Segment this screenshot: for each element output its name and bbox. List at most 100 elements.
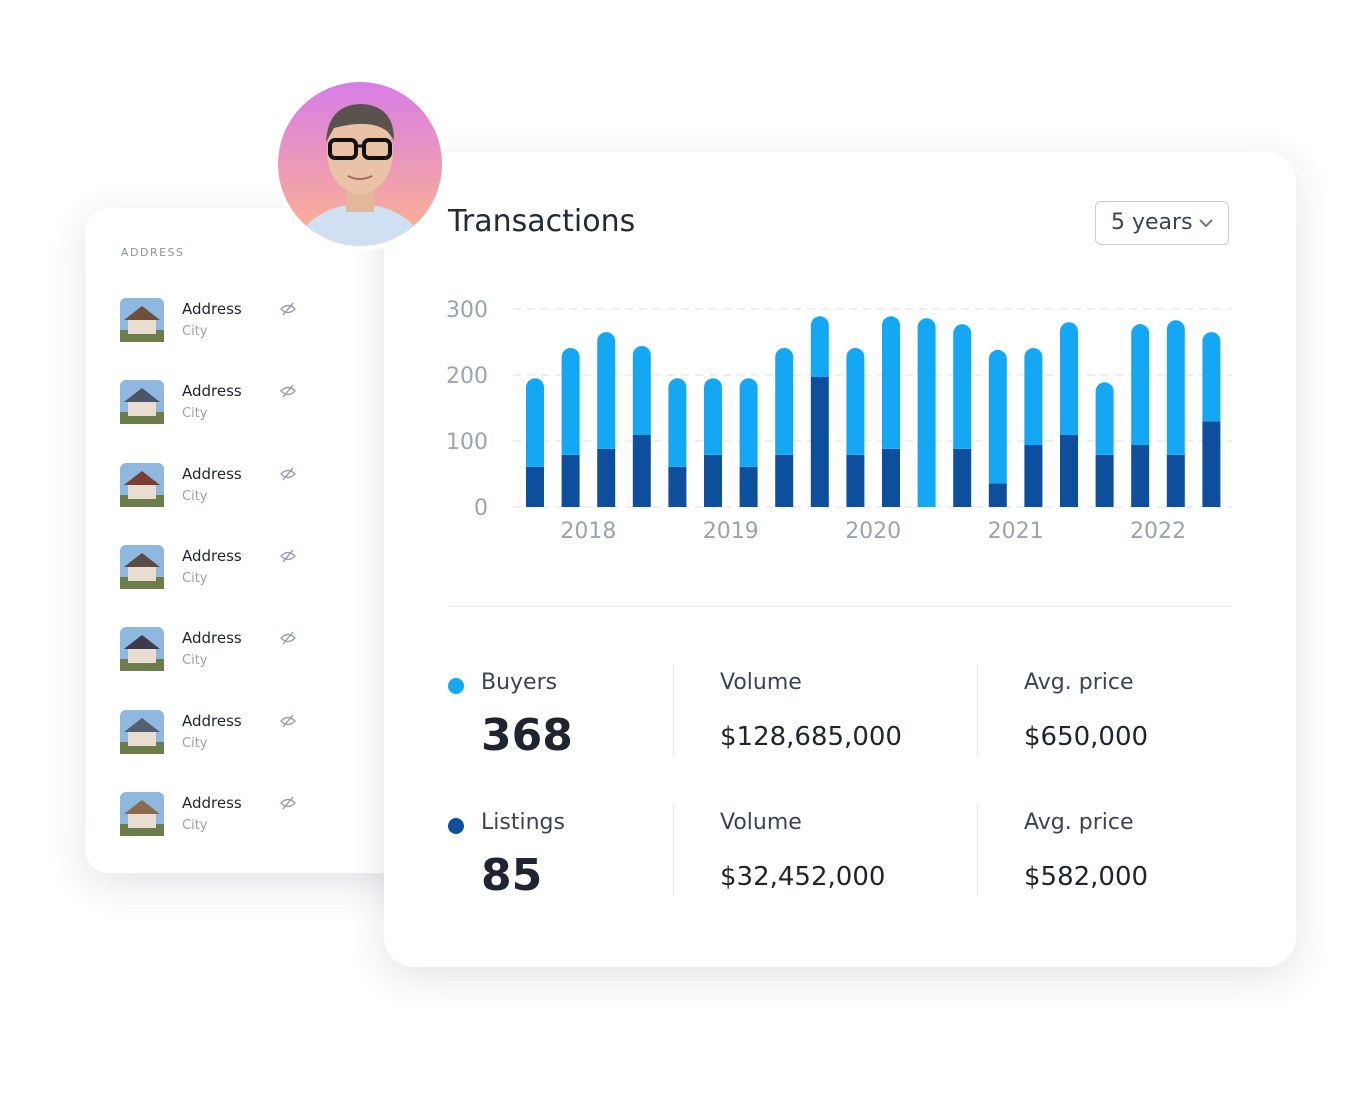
bar-segment	[1095, 382, 1114, 455]
house-thumbnail	[120, 627, 164, 672]
address-item: Address City	[120, 380, 380, 428]
legend-label: Listings	[481, 810, 565, 835]
hidden-icon	[280, 549, 296, 563]
bar-segment	[810, 376, 829, 507]
x-tick-label: 2019	[703, 519, 759, 544]
house-roof	[124, 388, 160, 403]
card-title: Transactions	[448, 204, 636, 239]
column-divider	[673, 804, 674, 896]
bar-segment	[1131, 444, 1150, 507]
address-city: City	[182, 817, 208, 833]
house-roof	[124, 552, 160, 567]
address-item: Address City	[120, 298, 380, 346]
hidden-icon	[280, 384, 296, 398]
address-city: City	[182, 570, 208, 586]
stat-label: Volume	[720, 670, 802, 695]
column-divider	[673, 664, 674, 756]
stat-row: Listings 85 Volume $32,452,000 Avg. price $58…	[384, 804, 1296, 904]
range-dropdown[interactable]: 5 years	[1095, 201, 1229, 245]
stat-label: Avg. price	[1024, 670, 1134, 695]
bar-segment	[988, 349, 1007, 484]
bar-segment	[882, 316, 900, 449]
column-divider	[977, 664, 978, 756]
address-title: Address	[182, 464, 242, 483]
bar-segment	[775, 347, 794, 455]
house-thumbnail	[120, 709, 164, 754]
bar-segment	[632, 435, 651, 507]
eye-slash	[282, 796, 294, 810]
bar-segment	[632, 345, 651, 436]
eye-slash	[282, 631, 294, 645]
y-tick-label: 100	[446, 430, 488, 455]
address-title: Address	[182, 546, 242, 565]
house-roof	[124, 306, 160, 320]
legend-dot	[448, 678, 464, 694]
eye-slash	[282, 549, 294, 563]
house-wall	[128, 729, 156, 746]
bar-segment	[526, 466, 544, 507]
bar-segment	[704, 454, 722, 507]
bar-segment	[1131, 324, 1150, 445]
house-wall	[128, 647, 156, 664]
y-tick-label: 300	[446, 298, 488, 323]
address-title: Address	[182, 793, 242, 812]
house-roof	[124, 635, 160, 650]
house-wall	[128, 482, 156, 499]
bar-segment	[668, 378, 687, 467]
bar-segment	[739, 378, 758, 467]
x-tick-label: 2021	[988, 519, 1044, 544]
stat-value: $650,000	[1024, 722, 1149, 752]
stat-count: 85	[481, 850, 543, 901]
address-city: City	[182, 324, 208, 339]
stat-value: $582,000	[1024, 862, 1149, 892]
house-wall	[128, 564, 156, 581]
bar-segment	[1060, 322, 1078, 436]
bar-segment	[988, 483, 1007, 507]
bar-segment	[882, 448, 900, 507]
house-roof	[124, 470, 160, 485]
bar-segment	[1202, 421, 1221, 507]
address-city: City	[182, 653, 208, 669]
address-title: Address	[182, 629, 242, 648]
address-title: Address	[182, 711, 242, 730]
house-thumbnail	[120, 462, 164, 507]
bar-segment	[561, 454, 580, 507]
address-city: City	[182, 735, 208, 751]
chevron-icon	[1199, 219, 1213, 228]
address-item: Address City	[120, 627, 380, 675]
bar-segment	[739, 466, 758, 507]
bar-segment	[1202, 332, 1221, 422]
hidden-icon	[280, 714, 296, 727]
house-thumbnail	[120, 791, 164, 836]
stat-label: Avg. price	[1024, 810, 1134, 835]
bar-segment	[668, 466, 687, 507]
address-city: City	[182, 488, 208, 504]
address-item: Address City	[120, 709, 380, 758]
x-tick-label: 2022	[1130, 519, 1186, 544]
avatar	[273, 77, 447, 251]
house-thumbnail	[120, 380, 164, 425]
bar-segment	[1166, 454, 1185, 507]
address-city: City	[182, 406, 208, 422]
hidden-icon	[280, 467, 296, 481]
bar-segment	[846, 347, 865, 455]
legend-label: Buyers	[481, 670, 558, 695]
bar-segment	[561, 347, 580, 455]
divider	[448, 606, 1232, 607]
bar-segment	[1166, 320, 1185, 455]
bar-segment	[846, 454, 865, 507]
y-tick-label: 200	[446, 364, 488, 389]
eye-slash	[282, 467, 294, 481]
house-thumbnail	[120, 544, 164, 589]
stat-label: Volume	[720, 810, 802, 835]
bar-segment	[704, 378, 722, 455]
house-wall	[128, 811, 156, 828]
bar-segment	[526, 378, 544, 467]
hidden-icon	[280, 302, 296, 316]
stat-value: $128,685,000	[720, 722, 902, 752]
house-wall	[128, 400, 156, 417]
hidden-icon	[280, 631, 296, 645]
stat-row: Buyers 368 Volume $128,685,000 Avg. price $65…	[384, 664, 1296, 764]
address-item: Address City	[120, 791, 380, 840]
